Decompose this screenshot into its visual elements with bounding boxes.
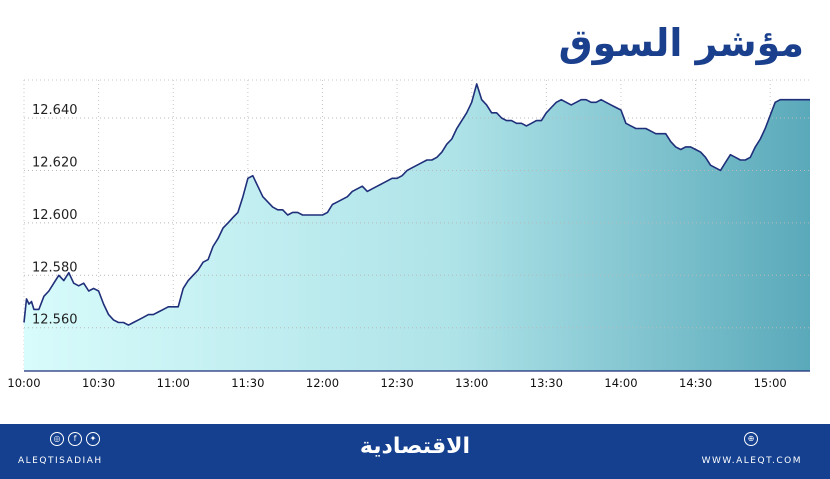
x-tick-label-8: 14:00 <box>604 376 637 390</box>
facebook-icon[interactable]: f <box>68 432 82 446</box>
website-block: ⊕ WWW.ALEQT.COM <box>702 432 802 466</box>
footer-bar: ◎ f ✦ ALEQTISADIAH الاقتصادية ⊕ WWW.ALEQ… <box>0 424 830 479</box>
social-block: ◎ f ✦ ALEQTISADIAH <box>18 432 103 466</box>
x-tick-label-1: 10:30 <box>82 376 115 390</box>
x-tick-label-7: 13:30 <box>530 376 563 390</box>
series-area <box>24 83 810 372</box>
y-tick-label-4: 12.640 <box>32 103 78 118</box>
instagram-icon[interactable]: ◎ <box>50 432 64 446</box>
twitter-icon[interactable]: ✦ <box>86 432 100 446</box>
x-tick-label-6: 13:00 <box>455 376 488 390</box>
y-tick-label-2: 12.600 <box>32 208 78 223</box>
line-chart: 12.560 12.580 12.600 12.620 12.640 10:00 10:30… <box>7 79 810 390</box>
chart-title: مؤشر السوق <box>558 21 804 65</box>
x-tick-label-10: 15:00 <box>754 376 787 390</box>
y-tick-label-0: 12.560 <box>32 313 78 328</box>
x-tick-label-3: 11:30 <box>231 376 264 390</box>
x-tick-label-4: 12:00 <box>306 376 339 390</box>
social-handle: ALEQTISADIAH <box>18 456 103 466</box>
series-line <box>23 83 810 326</box>
x-tick-label-9: 14:30 <box>679 376 712 390</box>
x-tick-label-2: 11:00 <box>157 376 190 390</box>
y-tick-label-3: 12.620 <box>32 155 78 170</box>
website-url[interactable]: WWW.ALEQT.COM <box>701 456 802 466</box>
x-tick-label-5: 12:30 <box>381 376 414 390</box>
brand-logo: الاقتصادية <box>359 434 471 459</box>
y-tick-label-1: 12.580 <box>32 260 78 275</box>
x-tick-label-0: 10:00 <box>7 376 40 390</box>
website-icon[interactable]: ⊕ <box>744 432 758 446</box>
